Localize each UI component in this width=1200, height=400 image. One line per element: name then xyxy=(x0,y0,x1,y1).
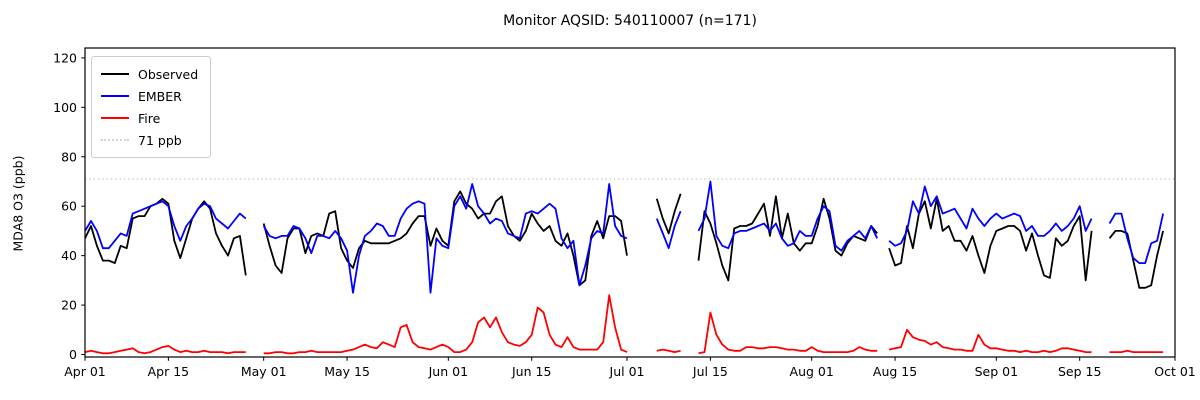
legend: Observed EMBER Fire 71 ppb xyxy=(91,56,212,158)
x-tick-label: Jul 01 xyxy=(609,364,645,379)
y-tick-label: 100 xyxy=(53,100,77,115)
legend-item-threshold: 71 ppb xyxy=(101,129,198,151)
legend-label-ember: EMBER xyxy=(138,88,182,104)
legend-item-fire: Fire xyxy=(101,107,198,129)
x-tick-label: Jul 15 xyxy=(692,364,728,379)
x-tick-label: Oct 01 xyxy=(1154,364,1196,379)
y-tick-label: 80 xyxy=(61,149,77,164)
series-line-observed xyxy=(262,190,628,287)
series-line-ember xyxy=(697,180,879,252)
series-line-ember xyxy=(262,183,628,294)
y-tick-label: 120 xyxy=(53,50,77,65)
series-line-ember xyxy=(655,210,682,250)
y-tick-label: 0 xyxy=(69,347,77,362)
legend-label-threshold: 71 ppb xyxy=(138,132,182,148)
x-tick-label: Sep 01 xyxy=(975,364,1018,379)
legend-item-ember: EMBER xyxy=(101,85,198,107)
fire-line-sample xyxy=(101,117,129,119)
series-line-ember xyxy=(1108,212,1164,264)
series-line-observed xyxy=(888,197,1093,282)
series-line-fire xyxy=(698,311,878,355)
x-tick-label: Aug 15 xyxy=(873,364,917,379)
y-tick-label: 40 xyxy=(61,248,77,263)
series-line-ember xyxy=(888,185,1093,247)
y-tick-label: 60 xyxy=(61,199,77,214)
x-tick-label: May 15 xyxy=(324,364,370,379)
threshold-line-sample xyxy=(101,139,129,141)
legend-label-observed: Observed xyxy=(138,66,199,82)
observed-line-sample xyxy=(101,73,129,75)
series-line-fire xyxy=(263,294,628,355)
x-tick-label: Apr 01 xyxy=(64,364,106,379)
chart-title: Monitor AQSID: 540110007 (n=171) xyxy=(503,13,757,29)
legend-label-fire: Fire xyxy=(138,110,161,126)
ember-line-sample xyxy=(101,95,129,97)
plot-frame xyxy=(84,47,1176,358)
series-line-observed xyxy=(84,197,247,276)
series-line-observed xyxy=(655,193,682,235)
plot-area: Apr 01 Apr 15 May 01 May 15 Jun 01 Jun 15 Jul … xyxy=(53,50,1196,379)
series-line-fire xyxy=(888,328,1092,353)
x-tick-label: Apr 15 xyxy=(148,364,190,379)
series-line-fire xyxy=(1109,349,1164,353)
x-tick-label: May 01 xyxy=(241,364,287,379)
series-line-fire xyxy=(656,348,681,353)
series-line-observed xyxy=(697,195,878,282)
y-tick-label: 20 xyxy=(61,298,77,313)
x-tick-label: Jun 01 xyxy=(428,364,468,379)
legend-item-observed: Observed xyxy=(101,63,198,85)
series-line-observed xyxy=(1108,230,1164,289)
x-tick-label: Jun 15 xyxy=(511,364,551,379)
x-tick-label: Aug 01 xyxy=(790,364,834,379)
series-line-fire xyxy=(84,345,246,355)
x-tick-label: Sep 15 xyxy=(1058,364,1101,379)
series-line-ember xyxy=(84,200,247,250)
